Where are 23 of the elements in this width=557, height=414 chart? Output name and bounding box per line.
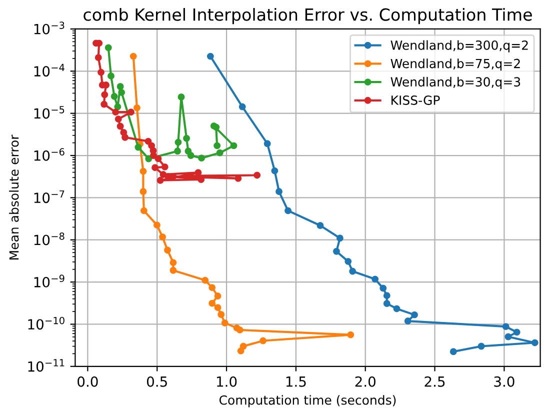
y-tick-label: 10$^{−5}$ — [34, 106, 64, 119]
x-axis-title: Computation time (seconds) — [219, 395, 396, 408]
chart-title: comb Kernel Interpolation Error vs. Computation Time — [84, 8, 532, 24]
x-tick-label: 2.5 — [424, 376, 445, 387]
y-tick-label: 10$^{−9}$ — [34, 274, 64, 288]
y-tick-label: 10$^{−7}$ — [34, 190, 64, 204]
x-tick-label: 1.5 — [286, 376, 306, 387]
y-tick-label: 10$^{−8}$ — [34, 232, 64, 246]
legend-label: Wendland,b=30,q=3 — [390, 76, 520, 90]
x-tick-label: 3.0 — [494, 376, 514, 387]
y-tick-label: 10$^{−11}$ — [28, 359, 64, 372]
x-tick-label: 2.0 — [355, 376, 376, 387]
y-tick-label: 10$^{−10}$ — [28, 316, 64, 330]
legend-label: Wendland,b=300,q=2 — [390, 40, 528, 52]
legend-label: Wendland,b=75,q=2 — [390, 58, 520, 71]
x-tick-label: 0.5 — [146, 376, 167, 387]
y-tick-label: 10$^{−3}$ — [34, 22, 64, 34]
y-tick-label: 10$^{−6}$ — [34, 148, 64, 161]
x-tick-label: 0.0 — [78, 376, 98, 387]
y-tick-label: 10$^{−4}$ — [34, 64, 64, 77]
legend-label: KISS-GP — [392, 95, 440, 105]
x-tick-label: 1.0 — [217, 376, 237, 387]
y-axis-title: Mean absolute error — [9, 134, 19, 260]
